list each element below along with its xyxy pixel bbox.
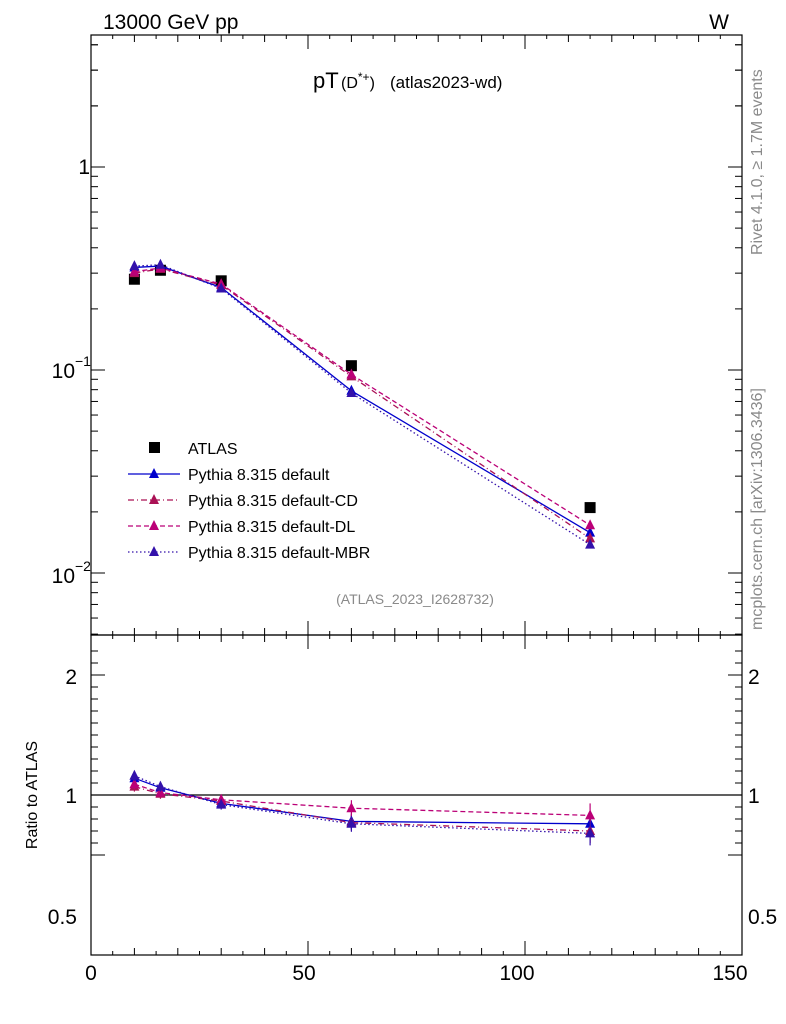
x-tick-label-100: 100 — [499, 962, 534, 985]
legend: ATLAS Pythia 8.315 default Pythia 8.315 … — [128, 441, 370, 562]
y-tick-label-base: 10 — [52, 360, 75, 383]
atlas-data-point — [584, 502, 596, 514]
header-channel: W — [709, 11, 729, 34]
ratio-series-point — [129, 769, 140, 780]
legend-marker-square — [149, 442, 160, 453]
ratio-y-tick-1-right: 1 — [748, 785, 760, 808]
ratio-series-point — [155, 780, 166, 791]
ratio-y-tick-1-left: 1 — [65, 785, 77, 808]
legend-label: ATLAS — [188, 441, 238, 458]
ratio-panel: Ratio to ATLAS 2 1 0.5 2 1 0.5 0 50 100 … — [24, 634, 777, 985]
ratio-y-axis-label: Ratio to ATLAS — [24, 741, 41, 849]
mc-series-point — [585, 532, 596, 543]
legend-marker-triangle — [149, 494, 159, 504]
ratio-series-line — [134, 775, 591, 835]
mcplots-label: mcplots.cern.ch [arXiv:1306.3436] — [749, 388, 766, 630]
ratio-series-point — [216, 798, 227, 809]
legend-marker-triangle — [149, 520, 159, 530]
x-tick-label-150: 150 — [712, 962, 747, 985]
title-tag: (atlas2023-wd) — [390, 73, 502, 92]
x-tick-label-50: 50 — [292, 962, 315, 985]
title-main: pT — [313, 68, 339, 93]
main-panel: 1 10 −1 10 −2 pT (D*+) (atlas2023-wd) (A… — [52, 34, 743, 636]
ratio-series-point — [346, 802, 357, 813]
ratio-axis-ticks — [90, 635, 743, 955]
mc-series-line — [134, 268, 591, 539]
analysis-id: (ATLAS_2023_I2628732) — [336, 591, 494, 607]
legend-item-dl: Pythia 8.315 default-DL — [128, 519, 355, 536]
ratio-y-tick-2-left: 2 — [65, 666, 77, 689]
x-tick-label-0: 0 — [85, 962, 97, 985]
header-process: 13000 GeV pp — [103, 11, 238, 34]
legend-label: Pythia 8.315 default-MBR — [188, 545, 370, 562]
legend-label: Pythia 8.315 default-CD — [188, 493, 358, 510]
mc-series-point — [346, 368, 357, 379]
mc-series-point — [129, 260, 140, 271]
y-tick-label-0.01: 10 −2 — [52, 558, 92, 588]
legend-label: Pythia 8.315 default — [188, 467, 330, 484]
plot-title: pT (D*+) (atlas2023-wd) — [313, 68, 502, 93]
y-tick-label-exponent: −1 — [75, 353, 91, 369]
legend-item-mbr: Pythia 8.315 default-MBR — [128, 545, 370, 562]
legend-marker-triangle — [149, 546, 159, 556]
atlas-data-point — [345, 360, 357, 372]
y-tick-label-1: 1 — [78, 156, 90, 179]
y-tick-label-exponent: −2 — [75, 558, 91, 574]
ratio-series-point — [346, 817, 357, 828]
y-tick-label-0.1: 10 −1 — [52, 353, 92, 383]
mc-series-point — [129, 265, 140, 276]
ratio-y-tick-0.5-right: 0.5 — [748, 906, 777, 929]
legend-item-atlas: ATLAS — [149, 441, 238, 458]
rivet-version-label: Rivet 4.1.0, ≥ 1.7M events — [749, 69, 766, 255]
ratio-series-point — [129, 778, 140, 789]
mc-series-point — [346, 387, 357, 398]
legend-marker-triangle — [149, 468, 159, 478]
ratio-y-tick-0.5-left: 0.5 — [48, 906, 77, 929]
mc-series-point — [585, 538, 596, 549]
title-subscript: (D*+) — [341, 70, 375, 92]
y-tick-label-base: 10 — [52, 565, 75, 588]
main-series — [128, 258, 596, 549]
mc-series-point — [585, 526, 596, 537]
mc-series-point — [585, 519, 596, 530]
legend-item-default: Pythia 8.315 default — [128, 467, 330, 484]
legend-label: Pythia 8.315 default-DL — [188, 519, 355, 536]
ratio-y-tick-2-right: 2 — [748, 666, 760, 689]
main-axis-ticks — [90, 35, 743, 635]
legend-item-cd: Pythia 8.315 default-CD — [128, 493, 358, 510]
ratio-series-point — [585, 827, 596, 838]
mc-series-point — [155, 258, 166, 269]
ratio-series-point — [585, 809, 596, 820]
ratio-series — [129, 769, 596, 846]
mc-series-line — [134, 264, 591, 546]
ratio-series-line — [134, 777, 591, 825]
ratio-series-line — [134, 785, 591, 832]
atlas-data-point — [128, 273, 140, 285]
mc-series-point — [216, 282, 227, 293]
